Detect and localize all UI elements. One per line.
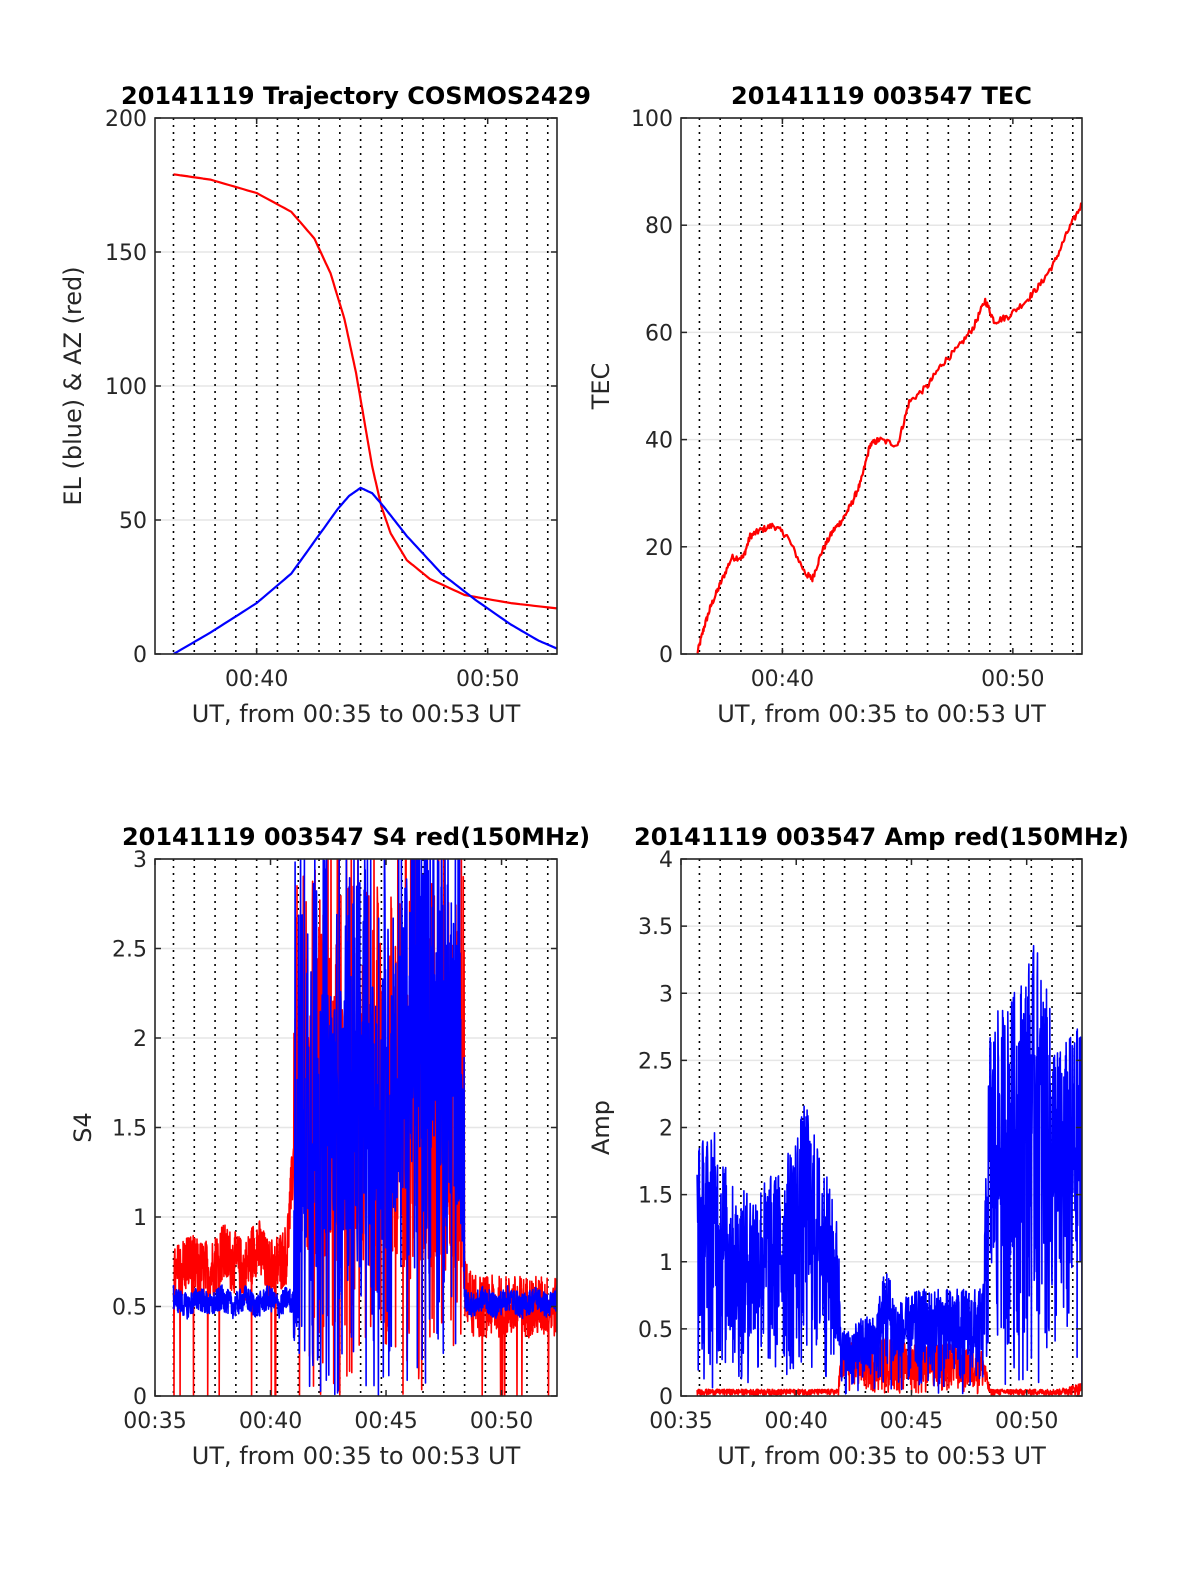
- y-tick-label: 150: [105, 241, 147, 266]
- x-tick-label: 00:40: [225, 667, 288, 692]
- x-tick-label: 00:50: [995, 1409, 1058, 1434]
- x-tick-label: 00:50: [981, 667, 1044, 692]
- plot-area: [696, 944, 1082, 1396]
- x-tick-label: 00:40: [765, 1409, 828, 1434]
- y-tick-label: 80: [645, 214, 673, 239]
- y-tick-label: 4: [659, 848, 673, 873]
- y-tick-label: 40: [645, 429, 673, 454]
- y-tick-label: 2: [659, 1117, 673, 1142]
- axes-box: [680, 117, 1083, 655]
- y-tick-label: 1.5: [638, 1184, 673, 1209]
- x-axis-label: UT, from 00:35 to 00:53 UT: [717, 700, 1046, 728]
- plot-area: [172, 173, 557, 654]
- x-tick-label: 00:40: [239, 1409, 302, 1434]
- y-tick-label: 2.5: [638, 1049, 673, 1074]
- x-tick-label: 00:50: [456, 667, 519, 692]
- y-tick-label: 200: [105, 107, 147, 132]
- plot-area: [172, 859, 557, 1396]
- x-tick-label: 00:35: [123, 1409, 186, 1434]
- series-line-blue: [172, 859, 557, 1396]
- y-tick-label: 0: [659, 1385, 673, 1410]
- series-line-red: [696, 202, 1082, 654]
- s4-chart: 0 0.5 1 1.5 2 2.5 3 00:35 00:40 00:45 00:50 2014111…: [69, 823, 590, 1470]
- y-tick-label: 50: [119, 509, 147, 534]
- x-axis-label: UT, from 00:35 to 00:53 UT: [192, 1442, 521, 1470]
- x-tick-label: 00:40: [751, 667, 814, 692]
- tec-chart: 0 20 40 60 80 100 00:40 00:50 20141119 003547 TE…: [587, 82, 1083, 728]
- x-tick-label: 00:35: [649, 1409, 712, 1434]
- y-tick-label: 3: [659, 982, 673, 1007]
- amp-chart: 0 0.5 1 1.5 2 2.5 3 3.5 4 00:35 00:40 00:45 00:50 201…: [587, 823, 1129, 1470]
- chart-title: 20141119 003547 S4 red(150MHz): [122, 823, 590, 851]
- y-axis-label: TEC: [587, 363, 615, 411]
- chart-title: 20141119 003547 Amp red(150MHz): [634, 823, 1129, 851]
- y-tick-label: 1: [659, 1251, 673, 1276]
- x-tick-label: 00:45: [354, 1409, 417, 1434]
- trajectory-chart: 0 50 100 150 200 00:40 00:50 20141119 Trajector…: [59, 82, 591, 728]
- chart-title: 20141119 003547 TEC: [731, 82, 1032, 110]
- y-axis-label: EL (blue) & AZ (red): [59, 266, 87, 505]
- y-tick-label: 0.5: [112, 1296, 147, 1321]
- x-axis-label: UT, from 00:35 to 00:53 UT: [192, 700, 521, 728]
- x-axis-label: UT, from 00:35 to 00:53 UT: [717, 1442, 1046, 1470]
- x-tick-label: 00:45: [880, 1409, 943, 1434]
- y-tick-label: 1.5: [112, 1117, 147, 1142]
- plot-area: [696, 202, 1082, 654]
- x-tick-label: 00:50: [470, 1409, 533, 1434]
- y-axis-label: S4: [69, 1112, 97, 1143]
- y-axis-label: Amp: [587, 1100, 615, 1155]
- series-line-blue: [696, 944, 1082, 1395]
- series-line-red: [173, 173, 557, 610]
- y-tick-label: 100: [631, 107, 673, 132]
- y-tick-label: 2.5: [112, 938, 147, 963]
- y-tick-label: 100: [105, 375, 147, 400]
- series-line-red: [696, 1336, 1082, 1396]
- y-tick-label: 2: [133, 1027, 147, 1052]
- y-tick-label: 0.5: [638, 1318, 673, 1343]
- y-tick-label: 20: [645, 536, 673, 561]
- y-tick-label: 3: [133, 848, 147, 873]
- y-tick-label: 60: [645, 321, 673, 346]
- y-tick-label: 0: [133, 1385, 147, 1410]
- y-tick-label: 3.5: [638, 915, 673, 940]
- chart-title: 20141119 Trajectory COSMOS2429: [121, 82, 591, 110]
- y-tick-label: 0: [659, 643, 673, 668]
- y-tick-label: 0: [133, 643, 147, 668]
- y-tick-label: 1: [133, 1206, 147, 1231]
- series-line-blue: [172, 486, 557, 654]
